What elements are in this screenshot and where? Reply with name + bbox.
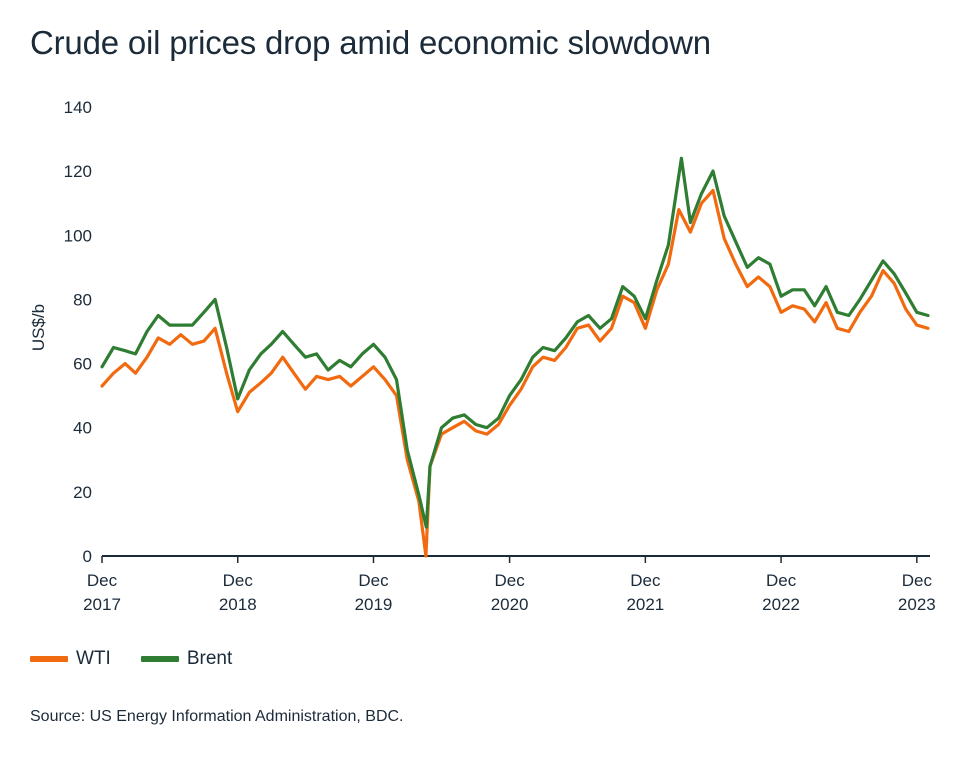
y-tick-label: 0 [83,547,92,566]
x-tick-label-month: Dec [223,571,254,590]
y-axis-label: US$/b [29,304,48,351]
y-tick-label: 40 [73,419,92,438]
y-tick-label: 120 [64,162,92,181]
x-tick-label-month: Dec [358,571,389,590]
chart-title: Crude oil prices drop amid economic slow… [30,24,711,61]
source-note: Source: US Energy Information Administra… [30,708,404,725]
legend-label-brent: Brent [186,648,233,669]
legend-swatch-brent [140,656,179,662]
y-tick-label: 60 [73,355,92,374]
y-tick-label: 20 [73,483,92,502]
x-tick-label-year: 2018 [219,595,257,614]
line-chart: 0 20 40 60 80 100 120 140 US$/b Dec 2017 Dec 2018 Dec… [29,98,936,614]
x-tick-label-year: 2021 [626,595,664,614]
x-tick-label-year: 2023 [898,595,936,614]
legend-item-wti: WTI [30,648,111,670]
plot-area: 0 20 40 60 80 100 120 140 US$/b Dec 2017 Dec 2018 Dec… [29,98,936,614]
legend: WTI Brent [30,648,262,670]
x-tick-label-year: 2017 [83,595,121,614]
x-tick-label-year: 2020 [491,595,529,614]
y-tick-label: 140 [64,98,92,117]
y-tick-label: 100 [64,226,92,245]
x-tick-label-month: Dec [902,571,933,590]
x-tick-label-year: 2019 [355,595,393,614]
x-tick-label-month: Dec [494,571,525,590]
legend-item-brent: Brent [140,648,233,670]
x-tick-label-month: Dec [630,571,661,590]
series-line-brent [100,156,930,529]
legend-label-wti: WTI [76,648,111,669]
series-line-wti [100,188,930,558]
y-tick-label: 80 [73,290,92,309]
x-tick-label-month: Dec [766,571,797,590]
x-tick-label-year: 2022 [762,595,800,614]
legend-swatch-wti [30,656,68,662]
x-tick-label-month: Dec [87,571,118,590]
